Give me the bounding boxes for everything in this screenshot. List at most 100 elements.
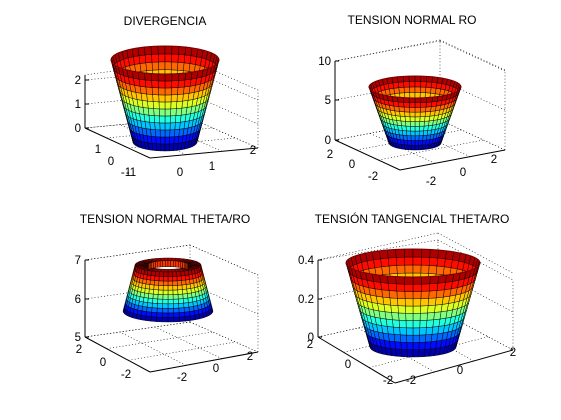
surface-patch [435, 296, 444, 306]
surface-patch [159, 108, 166, 117]
surface-patch [422, 130, 428, 136]
surface-patch [426, 76, 433, 83]
surface-patch [169, 122, 176, 131]
surface-patch [167, 308, 174, 314]
surface-patch [427, 297, 437, 306]
surface-patch [154, 275, 160, 282]
surface-patch [176, 93, 184, 102]
surface-patch [423, 120, 430, 127]
surface-patch [403, 81, 410, 88]
surface-patch [419, 111, 426, 118]
surface-patch [171, 73, 180, 82]
surface-patch [167, 298, 174, 305]
z-tick-label: 0.4 [298, 255, 315, 267]
surface-patch [146, 306, 153, 313]
surface-patch [164, 87, 172, 96]
surface-patch [418, 140, 423, 146]
z-tick-label: 10 [318, 56, 331, 68]
surface-patch [151, 53, 159, 63]
surface-patch [420, 81, 427, 88]
surface-patch [397, 298, 406, 307]
surface-patch [395, 276, 405, 285]
surface-patch [176, 280, 183, 286]
surface-patch [414, 126, 420, 132]
surface-patch [172, 298, 179, 304]
z-tick-label: 2 [75, 75, 81, 87]
surface-patch [157, 80, 166, 89]
x-tick-label: 2 [250, 145, 256, 157]
surface-patch [414, 102, 422, 108]
x-tick-label: 1 [209, 161, 215, 173]
surface-patch [405, 305, 414, 314]
surface-patch [412, 276, 422, 285]
y-tick-label: -2 [121, 369, 131, 381]
surface-patch [186, 288, 192, 294]
surface-patch [164, 45, 173, 55]
surface-patch [151, 80, 159, 89]
y-tick-label: -1 [121, 167, 131, 179]
y-tick-label: 2 [327, 149, 333, 161]
surface-patch [418, 334, 427, 343]
surface-patch [412, 320, 421, 329]
surface-patch [397, 81, 405, 88]
surface-patch [405, 320, 414, 329]
surface-patch [169, 115, 177, 124]
surface-patch [425, 81, 433, 88]
surface-patch [173, 303, 180, 309]
surface-patch [420, 290, 430, 299]
x-axis [399, 149, 506, 171]
surface-patch [179, 316, 186, 322]
surface-patch [184, 311, 191, 317]
surface-patch [387, 257, 398, 267]
surface-patch [404, 283, 414, 292]
surface-patch [420, 298, 429, 307]
surface-patch [414, 81, 422, 88]
surface-rim [110, 45, 220, 75]
surface-patch [428, 282, 439, 292]
surface-patch [412, 264, 422, 274]
surface-patch [159, 260, 163, 268]
surface-patch [398, 87, 405, 94]
z-tick-label: 5 [325, 95, 331, 107]
surface-patch [406, 327, 414, 336]
surface-patch [157, 45, 166, 55]
surface-patch [419, 312, 428, 321]
surface-patch [388, 265, 398, 275]
surface-patch [421, 276, 431, 285]
surface-patch [151, 87, 159, 96]
surface-patch [414, 144, 419, 151]
surface-patch [162, 289, 169, 295]
x-tick-label: -1 [126, 167, 136, 179]
surface-patch [156, 303, 163, 309]
surface-patch [144, 46, 152, 56]
surface-patch [402, 75, 410, 83]
surface-patch [153, 284, 159, 291]
surface-patch [404, 111, 411, 118]
surface-patch [181, 279, 187, 286]
y-tick-label: -2 [383, 375, 393, 387]
surface-patch [176, 100, 183, 109]
surface-patch [173, 316, 180, 323]
surface-patch [431, 326, 440, 335]
surface-patch [418, 341, 426, 350]
surface-patch [164, 61, 172, 71]
surface-patch [167, 276, 173, 282]
surface-patch [399, 327, 407, 336]
surface-patch [172, 280, 178, 286]
x-tick-label: 0 [460, 167, 466, 179]
surface-patch [152, 94, 160, 103]
surface-patch [146, 93, 154, 102]
surface-patch [155, 143, 162, 152]
surface-patch [144, 72, 152, 81]
y-axis [317, 336, 396, 384]
x-axis [149, 351, 259, 373]
surface-patch [162, 312, 169, 318]
surface-patch [176, 275, 182, 282]
surface-patch [186, 292, 193, 299]
surface-patch [164, 101, 172, 110]
x-tick-label: 2 [247, 351, 253, 363]
surface-patch [420, 102, 427, 108]
surface-patch [412, 334, 420, 343]
surface-patch [409, 121, 416, 127]
